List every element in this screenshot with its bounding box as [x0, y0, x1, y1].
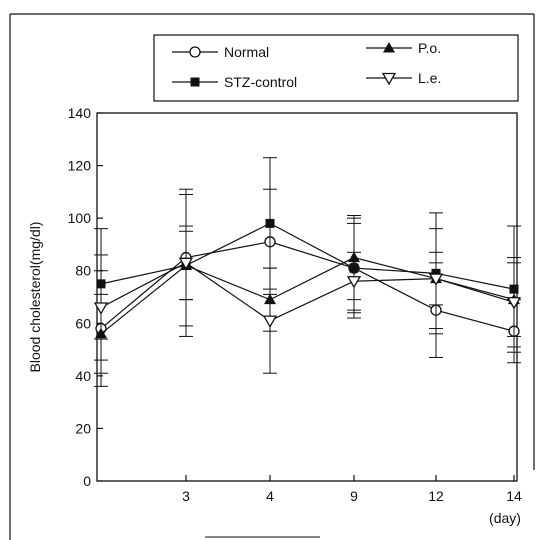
- data-point: [348, 277, 360, 288]
- series-line: [101, 258, 514, 334]
- legend-marker: [190, 47, 200, 57]
- y-tick-label: 140: [68, 105, 92, 121]
- y-tick-label: 60: [75, 315, 91, 331]
- x-tick-label: 9: [350, 488, 358, 504]
- y-tick-label: 80: [75, 263, 91, 279]
- plot-frame: [97, 113, 517, 481]
- legend-label: Normal: [224, 44, 269, 60]
- x-axis-unit-label: (day): [489, 510, 521, 526]
- x-tick-label: 14: [506, 488, 522, 504]
- data-point: [266, 219, 275, 228]
- data-point: [264, 316, 276, 327]
- legend-box: [154, 35, 518, 101]
- y-tick-label: 100: [68, 210, 92, 226]
- legend: Normal P.o. STZ-control L.e.: [154, 35, 518, 101]
- y-tick-label: 20: [75, 420, 91, 436]
- y-axis-label: Blood cholesterol(mg/dl): [27, 222, 43, 373]
- legend-marker: [191, 78, 200, 87]
- series-line: [101, 223, 514, 289]
- x-tick-label: 12: [428, 488, 444, 504]
- legend-label: STZ-control: [224, 74, 297, 90]
- legend-label: P.o.: [418, 40, 441, 56]
- y-tick-label: 120: [68, 158, 92, 174]
- x-tick-label: 3: [182, 488, 190, 504]
- series-stz-control: [94, 158, 521, 353]
- series-l-e-: [94, 226, 521, 373]
- series-line: [101, 242, 514, 331]
- y-tick-label: 0: [83, 473, 91, 489]
- y-tick-label: 40: [75, 368, 91, 384]
- series-p-o-: [94, 216, 521, 374]
- series-line: [101, 263, 514, 321]
- x-tick-label: 4: [266, 488, 274, 504]
- legend-label: L.e.: [418, 70, 441, 86]
